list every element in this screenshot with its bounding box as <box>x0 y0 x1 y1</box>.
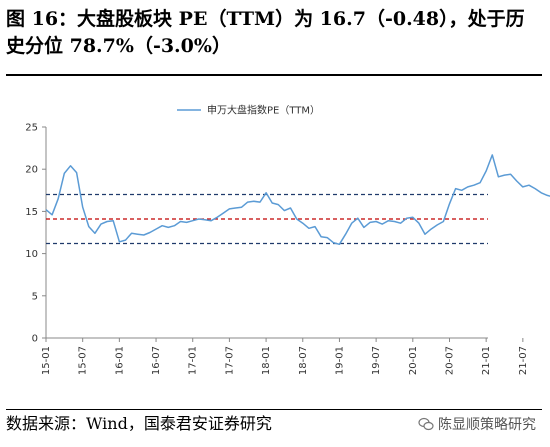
x-tick-label: 19-01 <box>334 346 345 375</box>
y-tick-label: 20 <box>25 165 38 176</box>
y-tick-label: 25 <box>25 123 38 134</box>
y-tick-label: 5 <box>32 291 38 302</box>
x-tick-label: 19-07 <box>371 346 382 375</box>
x-tick-label: 17-07 <box>224 346 235 375</box>
x-tick-label: 20-01 <box>408 346 419 375</box>
y-tick-label: 10 <box>25 249 38 260</box>
x-tick-label: 21-01 <box>481 346 492 375</box>
x-tick-label: 16-07 <box>151 346 162 375</box>
watermark: 陈显顺策略研究 <box>418 414 536 434</box>
x-tick-label: 21-07 <box>518 346 529 375</box>
x-tick-label: 20-07 <box>444 346 455 375</box>
source-rule <box>6 409 542 410</box>
y-tick-label: 15 <box>25 207 38 218</box>
x-tick-label: 16-01 <box>114 346 125 375</box>
legend-label: 申万大盘指数PE（TTM） <box>207 104 320 117</box>
wechat-icon <box>418 417 434 431</box>
y-tick-label: 0 <box>32 334 38 345</box>
x-tick-label: 15-07 <box>78 346 89 375</box>
x-tick-label: 17-01 <box>188 346 199 375</box>
watermark-text: 陈显顺策略研究 <box>438 417 536 433</box>
x-tick-label: 15-01 <box>41 346 52 375</box>
title-rule <box>6 74 542 76</box>
x-tick-label: 18-01 <box>261 346 272 375</box>
figure-title: 图 16：大盘股板块 PE（TTM）为 16.7（-0.48），处于历史分位 7… <box>6 8 525 57</box>
x-tick-label: 18-07 <box>298 346 309 375</box>
source-note: 数据来源：Wind，国泰君安证券研究 <box>6 414 272 433</box>
series-line <box>45 154 550 246</box>
